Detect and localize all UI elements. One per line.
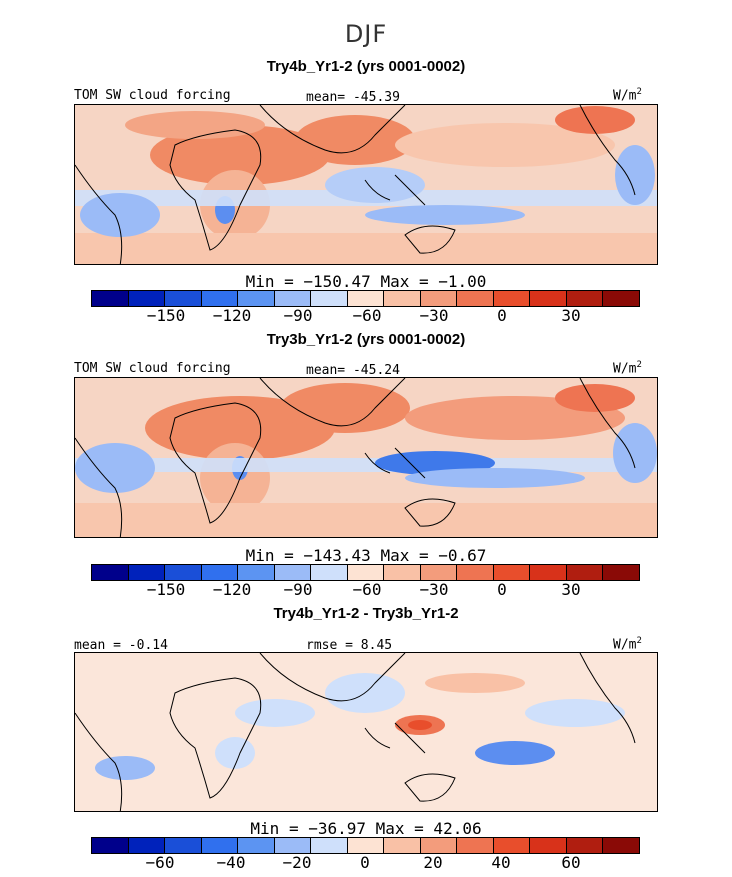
- colorbar-swatch: [128, 838, 166, 853]
- colorbar-swatch: [603, 565, 639, 580]
- panel2-tick: −120: [212, 580, 252, 599]
- colorbar-swatch: [457, 565, 494, 580]
- panel2-colorbar-ticks: −150 −120 −90 −60 −30 0 30: [0, 580, 732, 600]
- panel3-tick: −40: [216, 853, 246, 872]
- panel1-field: [75, 106, 657, 264]
- panel2-tick: −150: [146, 580, 186, 599]
- colorbar-swatch: [566, 838, 604, 853]
- colorbar-swatch: [420, 565, 458, 580]
- colorbar-swatch: [530, 838, 567, 853]
- colorbar-swatch: [493, 565, 531, 580]
- colorbar-swatch: [603, 291, 639, 306]
- panel2-map: [74, 377, 658, 538]
- panel2-tick: 30: [561, 580, 581, 599]
- panel2-tick: −90: [283, 580, 313, 599]
- panel3-tick: −60: [145, 853, 175, 872]
- colorbar-swatch: [420, 291, 458, 306]
- panel2-mean-label: mean= -45.24: [306, 363, 400, 378]
- colorbar-swatch: [92, 565, 129, 580]
- panel2-tick: 0: [497, 580, 507, 599]
- colorbar-swatch: [347, 838, 385, 853]
- panel2-tick: −60: [352, 580, 382, 599]
- panel3-coastlines: [75, 653, 636, 811]
- panel1-variable-label: TOM SW cloud forcing: [74, 88, 231, 103]
- colorbar-swatch: [238, 291, 275, 306]
- colorbar-swatch: [201, 838, 239, 853]
- colorbar-swatch: [238, 838, 275, 853]
- colorbar-swatch: [92, 291, 129, 306]
- colorbar-swatch: [201, 565, 239, 580]
- panel3-field: [95, 673, 625, 780]
- panel1-title: Try4b_Yr1-2 (yrs 0001-0002): [266, 58, 466, 75]
- colorbar-swatch: [384, 565, 421, 580]
- colorbar-swatch: [457, 291, 494, 306]
- colorbar-swatch: [530, 291, 567, 306]
- panel1-colorbar: [91, 290, 640, 307]
- colorbar-swatch: [566, 565, 604, 580]
- panel1-tick: −90: [283, 306, 313, 325]
- colorbar-swatch: [530, 565, 567, 580]
- panel1-minmax: Min = −150.47 Max = −1.00: [245, 272, 487, 291]
- panel2-units: W/m2: [613, 360, 642, 377]
- panel1-tick: 0: [497, 306, 507, 325]
- panel1-tick: −120: [212, 306, 252, 325]
- colorbar-swatch: [420, 838, 458, 853]
- colorbar-swatch: [347, 291, 385, 306]
- colorbar-swatch: [384, 838, 421, 853]
- colorbar-swatch: [128, 291, 166, 306]
- panel3-tick: 60: [561, 853, 581, 872]
- panel2-colorbar: [91, 564, 640, 581]
- panel1-tick: −30: [419, 306, 449, 325]
- panel1-map: [74, 104, 658, 265]
- panel3-tick: 0: [360, 853, 370, 872]
- panel3-units: W/m2: [613, 636, 642, 653]
- colorbar-swatch: [274, 291, 312, 306]
- colorbar-swatch: [311, 291, 348, 306]
- colorbar-swatch: [603, 838, 639, 853]
- colorbar-swatch: [493, 838, 531, 853]
- panel2-title: Try3b_Yr1-2 (yrs 0001-0002): [266, 331, 466, 348]
- panel1-tick: −150: [146, 306, 186, 325]
- colorbar-swatch: [165, 291, 202, 306]
- panel2-coastlines: [75, 378, 636, 537]
- panel1-tick: −60: [352, 306, 382, 325]
- panel1-colorbar-ticks: −150 −120 −90 −60 −30 0 30: [0, 306, 732, 326]
- panel3-mean-label: mean = -0.14: [74, 638, 168, 653]
- panel1-coastlines: [75, 105, 636, 264]
- colorbar-swatch: [347, 565, 385, 580]
- panel3-title: Try4b_Yr1-2 - Try3b_Yr1-2: [273, 605, 459, 622]
- panel3-tick: 40: [491, 853, 511, 872]
- panel3-rmse-label: rmse = 8.45: [306, 638, 393, 653]
- colorbar-swatch: [165, 565, 202, 580]
- colorbar-swatch: [311, 565, 348, 580]
- colorbar-swatch: [165, 838, 202, 853]
- panel3-tick: −20: [282, 853, 312, 872]
- colorbar-swatch: [92, 838, 129, 853]
- panel3-tick: 20: [423, 853, 443, 872]
- colorbar-swatch: [384, 291, 421, 306]
- colorbar-swatch: [201, 291, 239, 306]
- panel3-map: [74, 652, 658, 812]
- colorbar-swatch: [493, 291, 531, 306]
- colorbar-swatch: [274, 565, 312, 580]
- colorbar-swatch: [311, 838, 348, 853]
- colorbar-swatch: [128, 565, 166, 580]
- panel3-minmax: Min = −36.97 Max = 42.06: [250, 819, 482, 838]
- panel2-tick: −30: [419, 580, 449, 599]
- panel3-colorbar-ticks: −60 −40 −20 0 20 40 60: [0, 853, 732, 873]
- colorbar-swatch: [457, 838, 494, 853]
- panel1-units: W/m2: [613, 87, 642, 104]
- panel2-field: [75, 383, 657, 537]
- panel3-colorbar: [91, 837, 640, 854]
- panel2-variable-label: TOM SW cloud forcing: [74, 361, 231, 376]
- colorbar-swatch: [274, 838, 312, 853]
- colorbar-swatch: [238, 565, 275, 580]
- panel2-minmax: Min = −143.43 Max = −0.67: [245, 546, 487, 565]
- season-title: DJF: [344, 20, 388, 48]
- panel1-tick: 30: [561, 306, 581, 325]
- panel1-mean-label: mean= -45.39: [306, 90, 400, 105]
- colorbar-swatch: [566, 291, 604, 306]
